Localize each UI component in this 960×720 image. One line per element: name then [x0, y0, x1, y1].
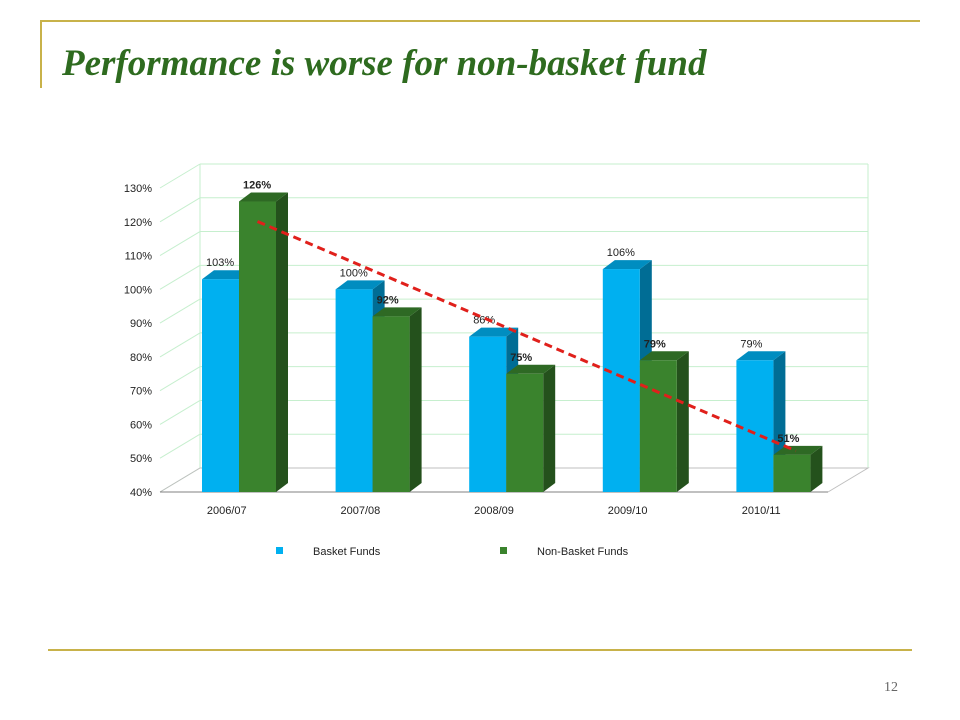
- bar: [202, 279, 239, 492]
- legend-label: Non-Basket Funds: [537, 546, 629, 558]
- gridline-diagonal: [159, 231, 201, 256]
- bar-side: [276, 192, 288, 492]
- y-tick-label: 60%: [130, 419, 152, 431]
- data-label: 106%: [607, 247, 635, 259]
- slide-title: Performance is worse for non-basket fund: [62, 43, 707, 84]
- bar: [639, 360, 677, 492]
- chart: 40% 50% 60% 70% 80% 90% 100% 110% 120% 130% 2006/0…: [124, 163, 870, 558]
- data-label: 126%: [243, 180, 271, 192]
- page-number: 12: [884, 680, 898, 695]
- data-label: 51%: [777, 433, 799, 445]
- x-tick-label: 2008/09: [474, 505, 514, 517]
- bottom-rule: [48, 649, 912, 651]
- data-label: 75%: [510, 352, 532, 364]
- bar-top: [506, 364, 556, 374]
- trend-line: [256, 220, 797, 453]
- y-tick-label: 100%: [124, 284, 152, 296]
- bar-top: [239, 192, 288, 202]
- gridline-diagonal: [159, 366, 201, 392]
- bar: [239, 201, 276, 492]
- bar: [469, 336, 507, 492]
- x-tick-label: 2009/10: [608, 505, 648, 517]
- trend-layer: [256, 220, 797, 453]
- data-label: 86%: [473, 315, 495, 327]
- y-tick-label: 70%: [130, 386, 152, 398]
- y-tick-label: 90%: [130, 318, 152, 330]
- gridline-diagonal: [159, 163, 201, 189]
- x-tick-label: 2010/11: [742, 505, 781, 517]
- bar: [372, 316, 410, 492]
- data-label: 79%: [644, 338, 666, 350]
- gridline-diagonal: [159, 332, 201, 358]
- side-rule: [40, 20, 42, 88]
- x-tick-label: 2006/07: [207, 505, 247, 517]
- gridline-diagonal: [159, 400, 201, 425]
- top-rule: [40, 20, 920, 22]
- legend-swatch: [500, 547, 507, 554]
- gridline-diagonal: [159, 433, 201, 459]
- bar-top: [602, 260, 652, 270]
- bars-layer: [202, 192, 823, 492]
- labels-layer: 103% 126% 100% 92% 86% 75% 106% 79% 79% 51%: [206, 180, 800, 445]
- bar-top: [372, 307, 422, 317]
- bar-top: [639, 351, 689, 361]
- bar: [506, 373, 544, 492]
- data-label: 92%: [377, 294, 399, 306]
- bar-top: [736, 351, 786, 361]
- y-tick-label: 80%: [130, 352, 152, 364]
- gridline-diagonal: [159, 264, 201, 290]
- data-label: 100%: [340, 267, 368, 279]
- y-tick-label: 110%: [125, 251, 153, 263]
- bar-side: [676, 351, 689, 492]
- legend: Basket Funds Non-Basket Funds: [276, 546, 629, 558]
- axis-layer: 40% 50% 60% 70% 80% 90% 100% 110% 120% 130% 2006/0…: [124, 183, 870, 517]
- bar-side: [543, 364, 556, 492]
- bar: [335, 289, 373, 492]
- gridline-diagonal: [159, 197, 201, 223]
- bar: [773, 454, 811, 492]
- y-tick-label: 50%: [130, 453, 152, 465]
- bar-top: [202, 270, 251, 280]
- y-tick-label: 40%: [130, 487, 152, 499]
- y-tick-label: 120%: [124, 217, 152, 229]
- data-label: 103%: [206, 257, 234, 269]
- bar-side: [409, 307, 422, 492]
- legend-label: Basket Funds: [313, 546, 381, 558]
- y-tick-label: 130%: [124, 183, 152, 195]
- data-label: 79%: [740, 338, 762, 350]
- gridline-diagonal: [159, 298, 201, 324]
- bar: [736, 360, 774, 492]
- legend-swatch: [276, 547, 283, 554]
- bar-side: [810, 445, 823, 492]
- x-tick-label: 2007/08: [341, 505, 381, 517]
- bar-top: [469, 327, 519, 337]
- bar-top: [335, 280, 385, 290]
